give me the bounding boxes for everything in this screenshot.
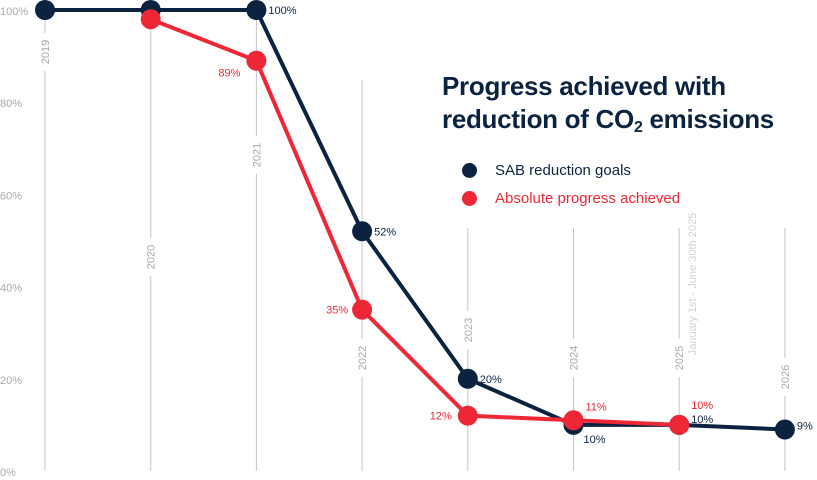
x-tick-label: 2026 (780, 365, 792, 389)
legend: SAB reduction goals Absolute progress ac… (462, 156, 680, 212)
data-label: 89% (218, 68, 240, 80)
data-point (563, 410, 584, 431)
legend-dot-navy (462, 162, 477, 178)
y-tick-label: 80% (0, 98, 22, 110)
data-point (457, 405, 478, 426)
data-point (352, 221, 373, 242)
data-label: 9% (797, 421, 813, 433)
y-tick-label: 20% (0, 375, 22, 387)
series-line-1 (149, 17, 680, 427)
label-bg (38, 33, 52, 71)
data-point (246, 50, 267, 71)
label-bg (460, 311, 475, 349)
period-note: January 1st - June 30th 2025 (687, 213, 699, 355)
legend-label: Absolute progress achieved (495, 189, 681, 207)
data-label: 10% (584, 434, 606, 446)
y-tick-label: 40% (0, 283, 22, 295)
data-label: 20% (480, 374, 502, 386)
x-tick-label: 2022 (357, 346, 369, 370)
x-tick-label: 2021 (251, 143, 263, 167)
data-label: 10% (691, 414, 713, 426)
data-point (457, 368, 478, 389)
data-point (246, 0, 267, 20)
chart-title: Progress achieved with reduction of CO2 e… (442, 71, 774, 136)
legend-label: SAB reduction goals (495, 161, 631, 179)
x-tick-label: 2019 (40, 40, 52, 64)
x-tick-label: 2025 (674, 346, 686, 370)
x-tick-label: 2020 (146, 245, 158, 269)
label-bg (566, 339, 581, 377)
label-bg (777, 358, 792, 396)
data-point (35, 0, 55, 20)
data-label: 10% (691, 400, 713, 412)
x-tick-label: 2024 (569, 346, 581, 370)
data-point (669, 414, 690, 435)
data-point (352, 299, 373, 320)
data-label: 12% (430, 411, 452, 423)
label-bg (355, 339, 370, 377)
data-label: 52% (374, 226, 396, 238)
legend-dot-red (462, 190, 477, 206)
y-tick-label: 100% (0, 6, 28, 18)
data-label: 11% (586, 401, 607, 413)
label-bg (249, 136, 264, 174)
data-label: 35% (326, 305, 348, 317)
y-tick-label: 60% (0, 190, 22, 202)
data-label: 100% (268, 5, 296, 17)
legend-item-progress: Absolute progress achieved (462, 184, 680, 212)
label-bg (143, 238, 158, 276)
y-tick-label: 0% (0, 467, 16, 479)
label-bg (672, 339, 687, 377)
legend-item-goals: SAB reduction goals (462, 156, 680, 184)
data-point (774, 419, 795, 440)
data-point (140, 9, 161, 30)
x-tick-label: 2023 (463, 318, 475, 342)
